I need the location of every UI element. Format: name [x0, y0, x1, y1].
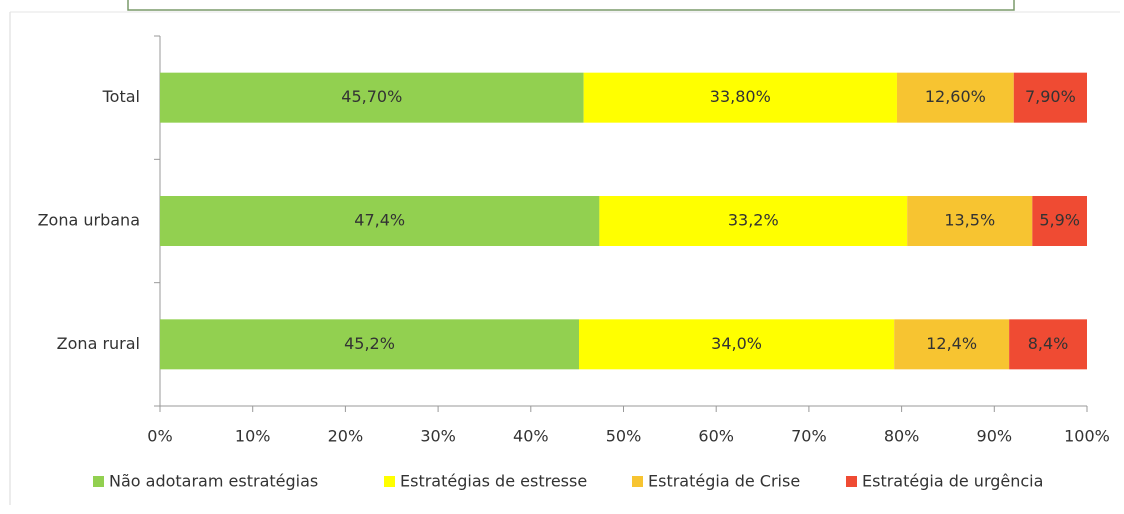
- legend-label: Estratégia de Crise: [648, 472, 800, 491]
- data-label: 47,4%: [354, 211, 405, 230]
- bar-segment: [579, 319, 895, 370]
- bar-segment: [1009, 319, 1087, 370]
- bar-segment: [1013, 72, 1087, 123]
- legend-swatch: [93, 476, 104, 487]
- bar-segment: [160, 319, 580, 370]
- x-tick-label: 60%: [698, 427, 734, 446]
- bar-segment: [160, 196, 600, 246]
- x-tick-label: 20%: [328, 427, 364, 446]
- x-tick-label: 70%: [791, 427, 827, 446]
- x-tick-label: 10%: [235, 427, 271, 446]
- data-label: 34,0%: [711, 334, 762, 353]
- bar-segment: [1032, 196, 1087, 246]
- legend-label: Estratégia de urgência: [862, 472, 1043, 491]
- data-label: 33,2%: [728, 211, 779, 230]
- x-tick-label: 90%: [977, 427, 1013, 446]
- legend-swatch: [632, 476, 643, 487]
- y-tick-label: Zona urbana: [38, 211, 140, 230]
- x-tick-label: 0%: [147, 427, 172, 446]
- header-box: [127, 0, 1015, 11]
- legend-label: Não adotaram estratégias: [109, 472, 318, 491]
- bar-segment: [894, 319, 1010, 370]
- legend-swatch: [384, 476, 395, 487]
- x-tick-label: 40%: [513, 427, 549, 446]
- y-tick-label: Zona rural: [57, 334, 140, 353]
- data-label: 12,60%: [925, 87, 986, 106]
- bar-segment: [160, 72, 584, 123]
- y-tick-label: Total: [102, 87, 140, 106]
- data-label: 7,90%: [1025, 87, 1076, 106]
- legend-label: Estratégias de estresse: [400, 472, 587, 491]
- data-label: 45,2%: [344, 334, 395, 353]
- bar-segment: [599, 196, 908, 246]
- bar-segment: [907, 196, 1033, 246]
- x-tick-label: 80%: [884, 427, 920, 446]
- data-label: 5,9%: [1039, 211, 1080, 230]
- x-tick-label: 100%: [1064, 427, 1110, 446]
- x-tick-label: 30%: [420, 427, 456, 446]
- data-label: 8,4%: [1028, 334, 1069, 353]
- data-label: 45,70%: [341, 87, 402, 106]
- data-label: 33,80%: [710, 87, 771, 106]
- data-label: 12,4%: [926, 334, 977, 353]
- legend-swatch: [846, 476, 857, 487]
- x-tick-label: 50%: [606, 427, 642, 446]
- bar-segment: [896, 72, 1014, 123]
- data-label: 13,5%: [944, 211, 995, 230]
- bar-segment: [583, 72, 897, 123]
